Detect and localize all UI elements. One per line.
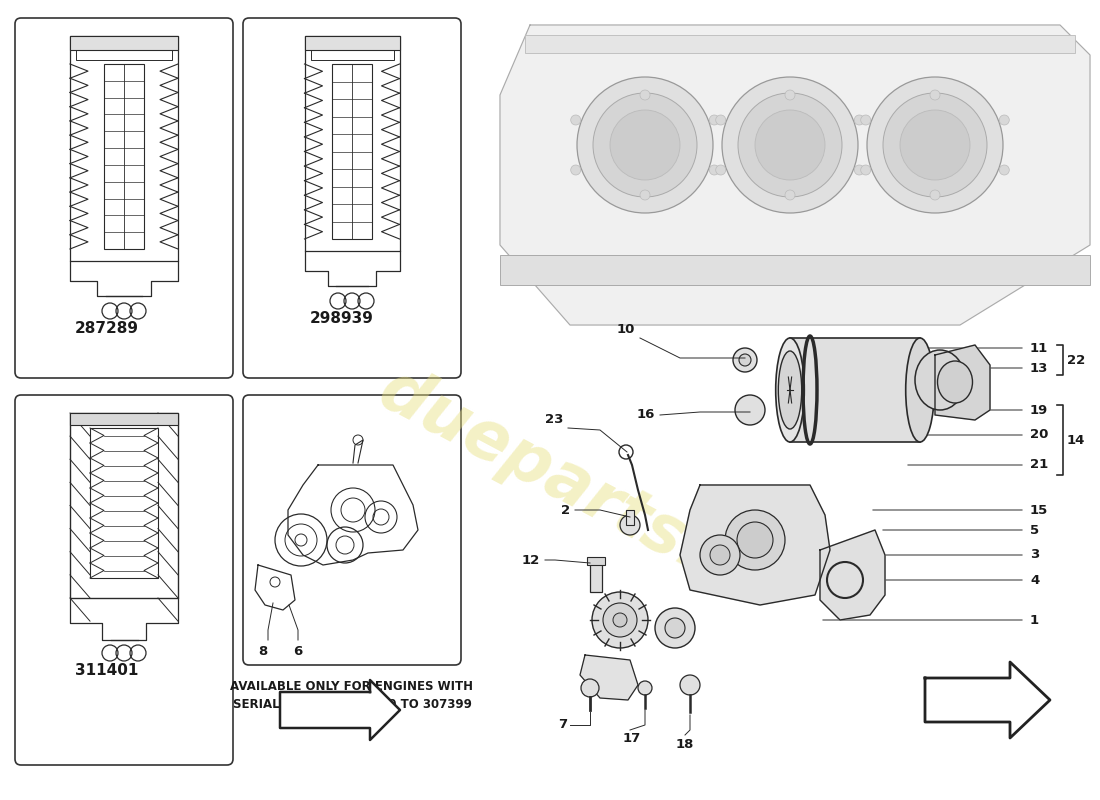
Circle shape: [620, 515, 640, 535]
Circle shape: [737, 522, 773, 558]
Circle shape: [867, 77, 1003, 213]
Circle shape: [930, 190, 940, 200]
Text: 4: 4: [1030, 574, 1040, 586]
Bar: [590, 560, 602, 592]
Circle shape: [883, 93, 987, 197]
Circle shape: [716, 165, 726, 175]
Polygon shape: [925, 662, 1050, 738]
Circle shape: [855, 115, 865, 125]
Ellipse shape: [937, 361, 972, 403]
Bar: [790, 338, 920, 442]
Circle shape: [603, 603, 637, 637]
Circle shape: [680, 675, 700, 695]
Polygon shape: [580, 655, 638, 700]
Text: 12: 12: [521, 554, 540, 566]
Bar: [70, 36, 178, 50]
Bar: [305, 36, 399, 251]
Text: 13: 13: [1030, 362, 1048, 374]
Circle shape: [666, 618, 685, 638]
Circle shape: [739, 354, 751, 366]
Bar: [76, 50, 172, 60]
Ellipse shape: [905, 338, 934, 442]
Circle shape: [785, 90, 795, 100]
Circle shape: [638, 681, 652, 695]
Text: 1: 1: [1030, 614, 1040, 626]
Circle shape: [593, 93, 697, 197]
Text: duepartsfor: duepartsfor: [368, 356, 792, 624]
Circle shape: [900, 110, 970, 180]
Circle shape: [710, 115, 719, 125]
Polygon shape: [935, 345, 990, 420]
Circle shape: [722, 77, 858, 213]
Circle shape: [592, 592, 648, 648]
Text: 17: 17: [623, 732, 641, 745]
Text: AVAILABLE ONLY FOR ENGINES WITH
SERIAL NUMBER FROM 0 TO 307399: AVAILABLE ONLY FOR ENGINES WITH SERIAL N…: [231, 680, 473, 711]
Circle shape: [755, 110, 825, 180]
Text: 22: 22: [1067, 354, 1086, 366]
Bar: [70, 36, 178, 261]
Bar: [332, 64, 372, 239]
Text: 19: 19: [1030, 403, 1048, 417]
Text: 20: 20: [1030, 429, 1048, 442]
Text: 21: 21: [1030, 458, 1048, 471]
Bar: [626, 510, 634, 525]
Text: 5: 5: [1030, 523, 1040, 537]
Text: 6: 6: [294, 645, 302, 658]
Text: 15: 15: [1030, 503, 1048, 517]
Bar: [104, 64, 144, 249]
Circle shape: [733, 348, 757, 372]
Text: 10: 10: [617, 323, 635, 336]
Polygon shape: [680, 485, 830, 605]
Polygon shape: [820, 530, 886, 620]
Circle shape: [930, 90, 940, 100]
Circle shape: [860, 165, 871, 175]
Ellipse shape: [779, 351, 802, 429]
Ellipse shape: [776, 338, 804, 442]
Circle shape: [725, 510, 785, 570]
Bar: [90, 428, 158, 578]
Text: 298939: 298939: [309, 311, 373, 326]
Circle shape: [716, 115, 726, 125]
Text: 16: 16: [637, 409, 654, 422]
Circle shape: [654, 608, 695, 648]
Circle shape: [571, 165, 581, 175]
Circle shape: [860, 115, 871, 125]
Text: 11: 11: [1030, 342, 1048, 354]
Polygon shape: [280, 680, 400, 740]
Circle shape: [999, 115, 1010, 125]
Circle shape: [735, 395, 764, 425]
Circle shape: [855, 165, 865, 175]
Circle shape: [578, 77, 713, 213]
Circle shape: [710, 165, 719, 175]
Text: 287289: 287289: [75, 321, 139, 336]
Polygon shape: [500, 25, 1090, 325]
Bar: [70, 413, 178, 598]
Circle shape: [785, 190, 795, 200]
Circle shape: [613, 613, 627, 627]
Circle shape: [571, 115, 581, 125]
Circle shape: [610, 110, 680, 180]
Text: 3: 3: [1030, 549, 1040, 562]
Text: 2: 2: [561, 503, 570, 517]
Circle shape: [640, 90, 650, 100]
Circle shape: [710, 545, 730, 565]
Text: 18: 18: [675, 738, 694, 751]
Bar: [525, 35, 1075, 53]
Ellipse shape: [915, 350, 965, 410]
Circle shape: [738, 93, 842, 197]
Text: 7: 7: [558, 718, 566, 731]
Circle shape: [700, 535, 740, 575]
Text: 8: 8: [258, 645, 267, 658]
Text: 14: 14: [1067, 434, 1086, 446]
Bar: [70, 413, 178, 425]
Circle shape: [581, 679, 600, 697]
Circle shape: [999, 165, 1010, 175]
Bar: [587, 557, 605, 565]
Text: 23: 23: [544, 413, 563, 426]
Bar: [310, 50, 394, 60]
Bar: [305, 36, 399, 50]
Text: 311401: 311401: [75, 663, 139, 678]
Bar: [500, 255, 1090, 285]
Circle shape: [640, 190, 650, 200]
